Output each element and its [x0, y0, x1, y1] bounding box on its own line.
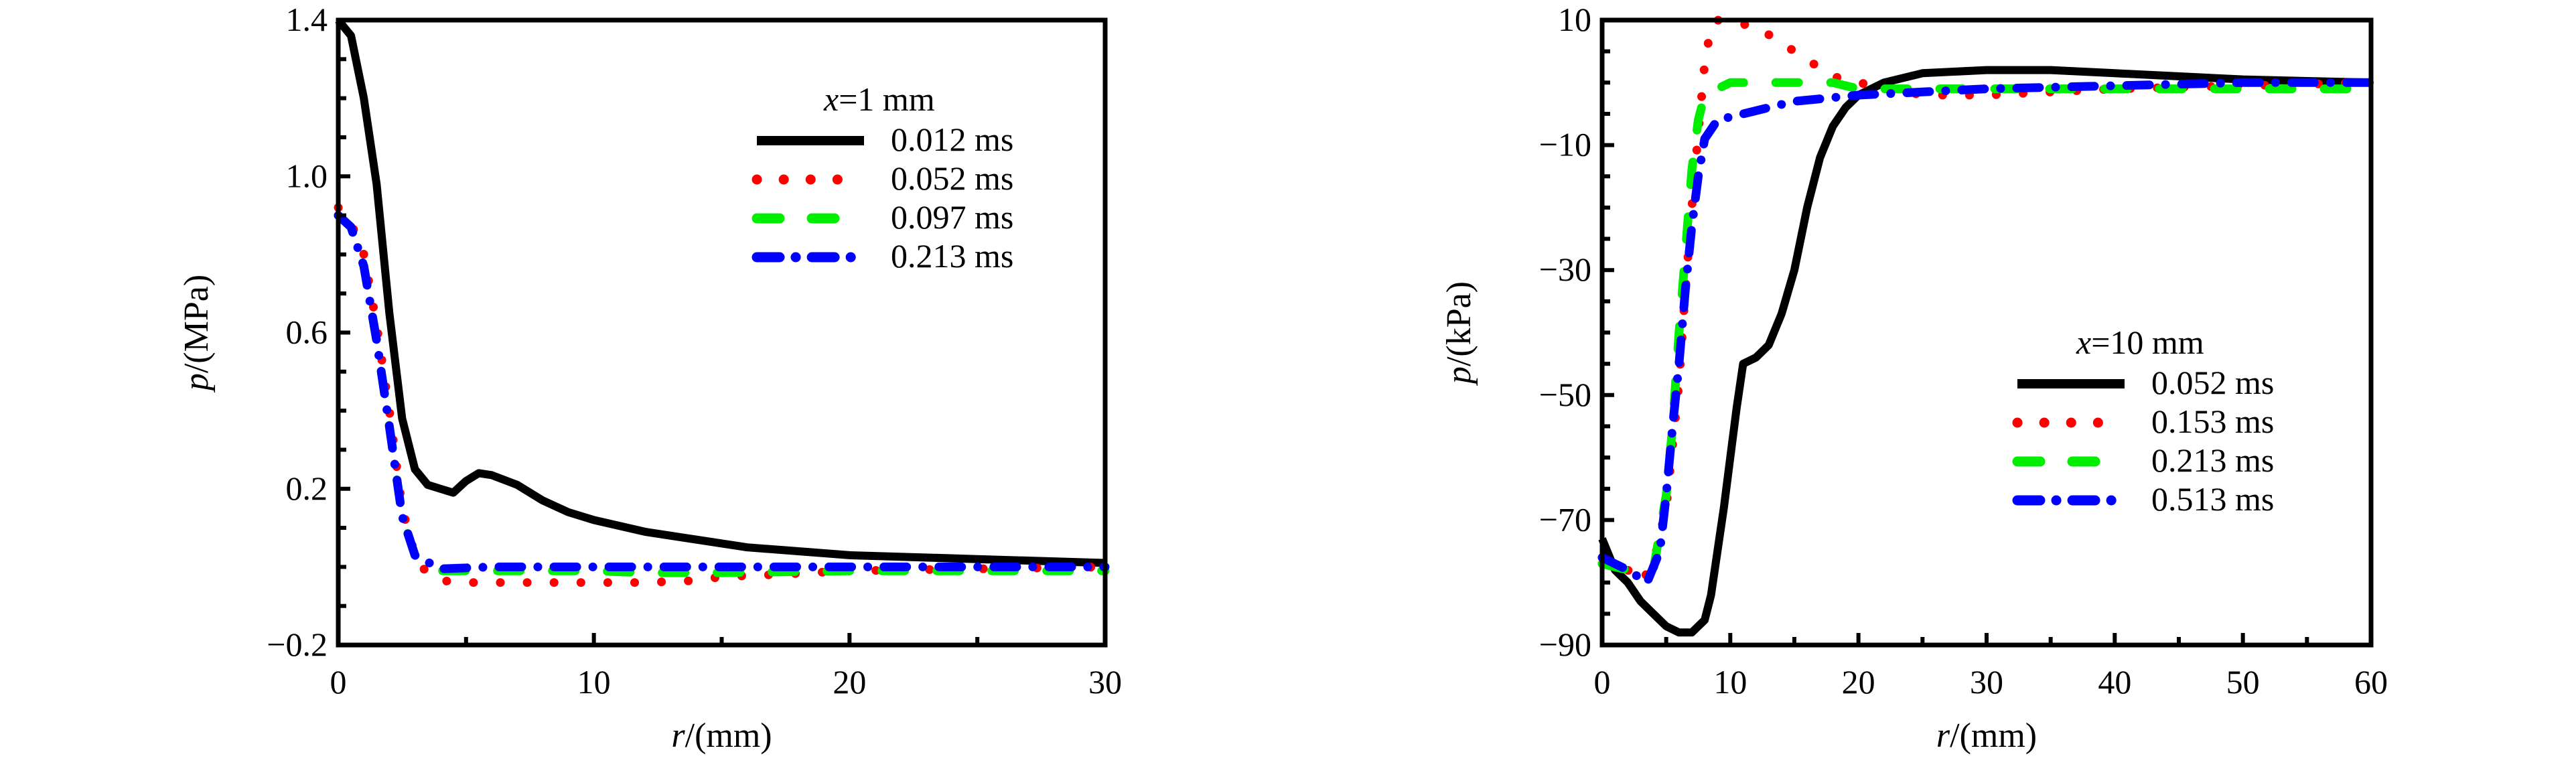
y-tick-label: 0.2 — [286, 470, 328, 507]
y-tick-label: 1.0 — [286, 157, 328, 194]
x-axis-unit: /(mm) — [1950, 717, 2037, 755]
legend-label: 0.153 ms — [2151, 403, 2274, 440]
legend-title: x=10 mm — [2076, 324, 2204, 361]
y-axis-label: p/(kPa) — [1440, 281, 1478, 386]
legend-title-rest: =10 mm — [2091, 324, 2204, 361]
series-group — [334, 17, 1110, 587]
legend-label: 0.213 ms — [2151, 441, 2274, 479]
legend: x=1 mm0.012 ms0.052 ms0.097 ms0.213 ms — [752, 80, 1013, 275]
legend-title-rest: =1 mm — [839, 80, 935, 118]
chart-2: 0 10 20 30 40 50 60 −90 −70 −50 −30 −10 10 r/(mm) p/(k… — [1440, 1, 2388, 755]
legend-label: 0.052 ms — [2151, 364, 2274, 401]
series-line-0-213-ms — [334, 211, 1110, 573]
legend-label: 0.012 ms — [891, 121, 1013, 158]
x-tick-label: 30 — [1088, 663, 1122, 701]
series-line-0-513-ms — [1597, 78, 2376, 587]
y-tick-label: −50 — [1539, 376, 1591, 413]
plot-frame — [336, 17, 1108, 648]
x-axis-var: r — [671, 717, 685, 755]
series-line-0-012-ms — [335, 17, 1106, 567]
x-axis-unit: /(mm) — [685, 717, 772, 755]
x-tick-label: 10 — [577, 663, 611, 701]
y-tick-label: −90 — [1539, 626, 1591, 663]
y-tick-label: −30 — [1539, 251, 1591, 288]
x-tick-label: 40 — [2098, 663, 2131, 701]
x-tick-label: 0 — [330, 663, 347, 701]
y-tick-label: 10 — [1558, 1, 1591, 38]
x-tick-label: 20 — [1842, 663, 1875, 701]
legend-title: x=1 mm — [823, 80, 935, 118]
legend: x=10 mm0.052 ms0.153 ms0.213 ms0.513 ms — [2012, 324, 2274, 518]
x-tick-label: 0 — [1594, 663, 1611, 701]
legend-title-var: x — [823, 80, 839, 118]
y-tick-label: 0.6 — [286, 313, 328, 351]
x-tick-label: 20 — [833, 663, 866, 701]
x-axis-label: r/(mm) — [671, 717, 772, 755]
legend-label: 0.213 ms — [891, 237, 1013, 275]
y-tick-label: −10 — [1539, 126, 1591, 163]
chart-1: 0 10 20 30 −0.2 0.2 0.6 1.0 1.4 r/(mm) p/(MPa) x=1 … — [177, 1, 1122, 755]
legend-label: 0.513 ms — [2151, 480, 2274, 518]
x-tick-label: 10 — [1713, 663, 1747, 701]
x-tick-label: 60 — [2354, 663, 2388, 701]
x-axis-var: r — [1936, 717, 1950, 755]
legend-label: 0.097 ms — [891, 198, 1013, 236]
y-axis-var: p — [1440, 366, 1478, 386]
series-line-0-213-ms — [1597, 78, 2376, 575]
legend-label: 0.052 ms — [891, 159, 1013, 197]
legend-title-var: x — [2076, 324, 2091, 361]
x-tick-label: 50 — [2226, 663, 2260, 701]
y-axis-unit: /(MPa) — [177, 275, 216, 373]
x-tick-label: 30 — [1970, 663, 2003, 701]
y-tick-label: −70 — [1539, 500, 1591, 538]
y-tick-label: 1.4 — [286, 1, 328, 38]
y-axis-unit: /(kPa) — [1440, 281, 1478, 366]
x-axis-label: r/(mm) — [1936, 717, 2037, 755]
y-tick-label: −0.2 — [267, 626, 328, 663]
series-line-0-153-ms — [1597, 15, 2376, 587]
y-axis-var: p — [177, 373, 216, 393]
series-group — [1597, 15, 2376, 637]
series-line-0-052-ms — [1598, 66, 2372, 637]
y-axis-label: p/(MPa) — [177, 275, 216, 393]
